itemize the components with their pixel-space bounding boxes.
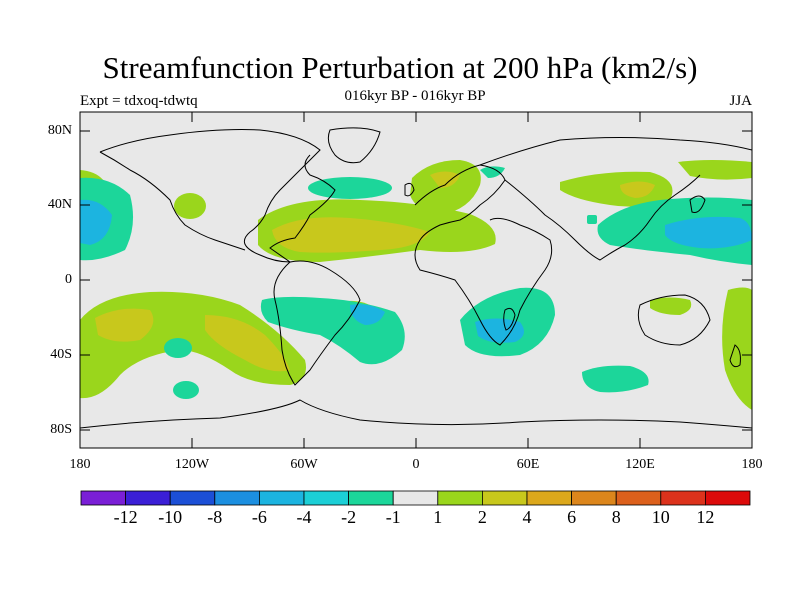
lat-label-40s: 40S bbox=[50, 347, 72, 362]
colorbar-swatch bbox=[348, 490, 394, 506]
colorbar-tick-label: -4 bbox=[296, 507, 312, 527]
lat-label-80n: 80N bbox=[47, 123, 72, 138]
colorbar-tick-label: -8 bbox=[207, 507, 223, 527]
season-label: JJA bbox=[729, 93, 752, 109]
colorbar-swatch bbox=[526, 490, 572, 506]
colorbar-swatch bbox=[392, 490, 439, 506]
colorbar-tick-label: -12 bbox=[113, 507, 138, 527]
colorbar-swatch bbox=[705, 490, 751, 506]
colorbar-swatch bbox=[437, 490, 483, 506]
experiment-label: Expt = tdxoq-tdwtq bbox=[80, 93, 198, 109]
colorbar-swatch bbox=[660, 490, 706, 506]
colorbar-swatch bbox=[214, 490, 260, 506]
map-field bbox=[80, 112, 752, 448]
map-frame bbox=[79, 111, 753, 449]
frame-ticks bbox=[80, 112, 752, 448]
colorbar-tick-label: -2 bbox=[341, 507, 357, 527]
colorbar-tick-label: 6 bbox=[567, 507, 577, 527]
colorbar-swatch bbox=[481, 490, 528, 506]
colorbar-swatch bbox=[303, 490, 349, 506]
colorbar bbox=[80, 490, 751, 506]
lon-label-120e: 120E bbox=[625, 457, 655, 472]
colorbar-swatch bbox=[80, 490, 126, 506]
colorbar-swatch bbox=[571, 490, 617, 506]
colorbar-tick-label: 2 bbox=[477, 507, 487, 527]
colorbar-swatch bbox=[258, 490, 305, 506]
lon-label-120w: 120W bbox=[174, 457, 210, 472]
lat-label-0: 0 bbox=[65, 272, 72, 287]
colorbar-swatch bbox=[615, 490, 662, 506]
coastlines bbox=[80, 127, 752, 429]
lat-label-80s: 80S bbox=[50, 422, 72, 437]
lon-label-60e: 60E bbox=[516, 457, 540, 472]
lon-label-0: 0 bbox=[412, 457, 420, 472]
colorbar-tick-label: -6 bbox=[251, 507, 267, 527]
colorbar-tick-label: 10 bbox=[651, 507, 670, 527]
lat-label-40n: 40N bbox=[47, 197, 72, 212]
lon-label-180e: 180 bbox=[741, 457, 763, 472]
colorbar-tick-label: 12 bbox=[696, 507, 715, 527]
lon-label-60w: 60W bbox=[290, 457, 318, 472]
colorbar-swatch bbox=[125, 490, 171, 506]
colorbar-swatch bbox=[169, 490, 216, 506]
colorbar-tick-label: 8 bbox=[611, 507, 621, 527]
plot-subtitle: 016kyr BP - 016kyr BP bbox=[344, 88, 486, 104]
lon-label-180w: 180 bbox=[69, 457, 91, 472]
positive-mid-regions bbox=[95, 171, 655, 372]
plot-title: Streamfunction Perturbation at 200 hPa (… bbox=[102, 50, 698, 85]
colorbar-tick-label: 4 bbox=[522, 507, 532, 527]
colorbar-tick-label: -10 bbox=[158, 507, 183, 527]
colorbar-tick-label: 1 bbox=[433, 507, 443, 527]
colorbar-tick-label: -1 bbox=[385, 507, 401, 527]
